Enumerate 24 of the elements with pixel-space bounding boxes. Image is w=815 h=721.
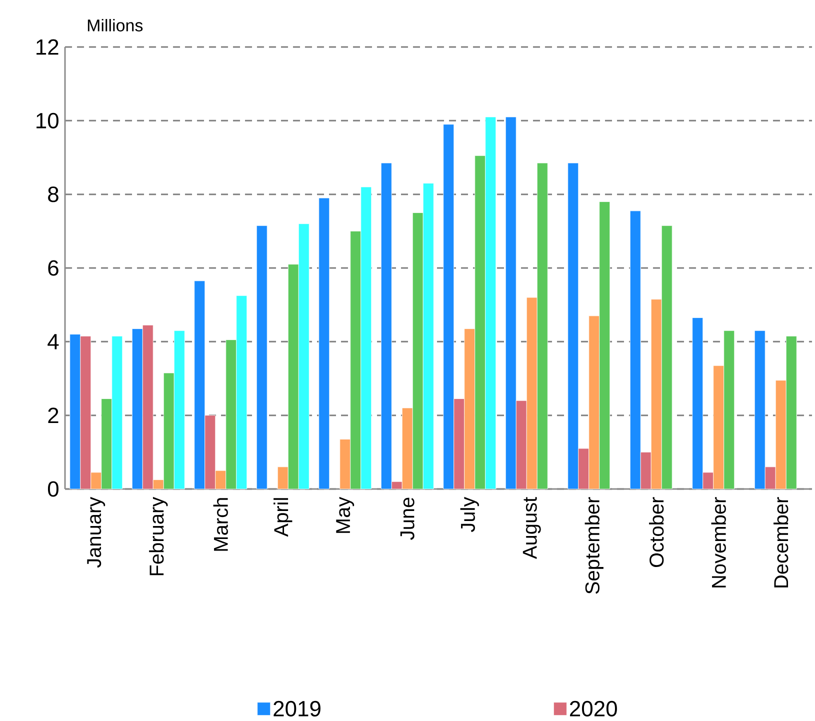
x-tick-label: July: [460, 496, 479, 532]
y-tick-label: 6: [48, 260, 58, 276]
x-tick-label: April: [274, 498, 292, 537]
y-tick-label: 10: [36, 112, 58, 128]
y-tick-label: 12: [36, 39, 58, 55]
x-tick-label: March: [213, 498, 228, 551]
y-tick-label: 2: [48, 408, 58, 424]
y-tick-label: 4: [48, 334, 59, 350]
x-tick-label: October: [649, 497, 664, 567]
x-tick-label: September: [584, 497, 604, 594]
x-tick-label: December: [774, 497, 788, 588]
bar: [256, 225, 268, 490]
x-tick-label: June: [400, 498, 414, 540]
legend-label: 2019: [274, 700, 320, 717]
y-tick-label: 8: [48, 186, 58, 202]
y-tick-label: 0: [48, 481, 58, 497]
y-axis-title: Millions: [88, 18, 143, 32]
x-tick-label: May: [336, 496, 354, 533]
legend-label: 2020: [570, 700, 617, 717]
x-tick-label: November: [711, 497, 726, 588]
x-tick-label: January: [87, 496, 106, 568]
bar: [318, 198, 330, 490]
x-tick-label: August: [522, 496, 541, 560]
x-tick-label: February: [149, 496, 168, 576]
